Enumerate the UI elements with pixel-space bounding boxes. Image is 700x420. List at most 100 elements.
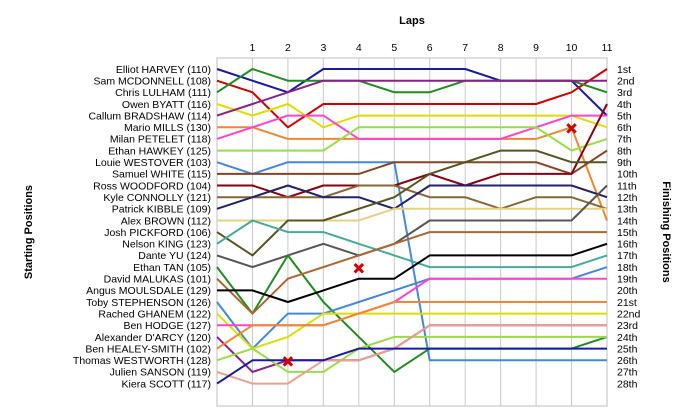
x-axis-title: Laps [399,15,425,27]
driver-line [217,242,608,303]
finishing-position-label: 16th [617,239,638,251]
finishing-position-label: 21st [617,297,637,309]
driver-line [216,103,608,129]
finishing-position-label: 19th [617,274,638,286]
finishing-position-label: 18th [617,262,638,274]
starting-driver-label: Angus MOULSDALE (129) [86,285,211,297]
starting-driver-label: Alex BROWN (112) [121,215,211,227]
starting-driver-label: Kiera SCOTT (117) [122,378,211,390]
starting-driver-label: Ethan TAN (105) [133,262,211,274]
lap-tick-label: 5 [391,42,397,54]
finishing-position-label: 24th [617,332,638,344]
driver-line [216,324,607,385]
marker-stroke [566,123,577,134]
retirement-marker [282,356,294,367]
starting-driver-label: Kyle CONNOLLY (121) [103,192,211,204]
starting-driver-label: Rached GHANEM (122) [98,308,211,320]
starting-driver-label: Louie WESTOVER (103) [95,157,211,169]
driver-line [217,184,608,210]
finishing-position-label: 11th [617,180,637,192]
driver-position-lines [216,68,608,385]
driver-line [216,184,608,269]
driver-line [216,114,607,140]
driver-line [216,301,607,350]
lap-tick-label: 2 [285,42,291,54]
starting-driver-label: Dante YU (124) [138,250,211,262]
lap-tick-label: 4 [356,42,362,54]
driver-line [216,68,608,129]
driver-line [216,231,607,315]
incident-markers [282,123,577,367]
driver-line [216,312,607,350]
finishing-position-label: 12th [617,192,638,204]
finishing-position-label: 14th [617,215,638,227]
driver-line [216,219,608,269]
finishing-position-label: 1st [617,64,631,76]
starting-driver-label: Toby STEPHENSON (126) [86,297,211,309]
lap-tick-label: 6 [427,42,433,54]
finishing-position-label: 3rd [617,87,632,99]
starting-driver-label: Ben HEALEY-SMITH (102) [85,343,211,355]
finishing-position-label: 6th [617,122,632,134]
driver-line [217,126,608,152]
driver-line [217,207,607,222]
finishing-position-label: 20th [617,285,638,297]
finishing-position-label: 9th [617,157,632,169]
starting-driver-label: Patrick KIBBLE (109) [112,204,211,216]
lap-tick-label: 3 [320,42,326,54]
starting-driver-label: Elliot HARVEY (110) [116,64,211,76]
finishing-position-label: 2nd [617,75,635,87]
finishing-position-labels: 1st2nd3rd4th5th6th7th8th9th10th11th12th1… [617,64,641,391]
starting-driver-label: Callum BRADSHAW (114) [88,110,211,122]
driver-line [216,184,608,210]
finishing-position-label: 28th [617,378,638,390]
starting-driver-label: Chris LULHAM (111) [115,87,211,99]
starting-driver-label: Owen BYATT (116) [122,99,211,111]
starting-driver-label: Alexander D'ARCY (120) [95,332,211,344]
finishing-position-label: 10th [617,169,638,181]
finishing-position-label: 17th [617,250,638,262]
lap-tick-label: 9 [533,42,539,54]
driver-line [216,79,607,117]
finishing-position-label: 26th [617,355,638,367]
starting-driver-label: Julien SANSON (119) [110,367,211,379]
starting-driver-label: Ben HODGE (127) [123,320,211,332]
finishing-position-label: 7th [617,134,632,146]
finishing-position-label: 25th [617,343,638,355]
driver-line [216,149,607,257]
lap-tick-label: 10 [566,42,578,54]
starting-driver-label: Sam MCDONNELL (108) [94,75,211,87]
finishing-position-label: 23rd [617,320,638,332]
finishing-position-label: 5th [617,110,632,122]
driver-line [216,347,607,385]
finishing-position-label: 15th [617,227,638,239]
starting-driver-label: Ross WOODFORD (104) [93,180,211,192]
driver-line [217,149,608,175]
starting-position-labels: Elliot HARVEY (110)Sam MCDONNELL (108)Ch… [73,64,211,391]
finishing-position-label: 8th [617,145,632,157]
retirement-marker [566,123,577,134]
marker-stroke [353,262,365,274]
right-axis-title: Finishing Positions [660,181,672,282]
starting-driver-label: Nelson KING (123) [122,239,211,251]
starting-driver-label: Ethan HAWKEY (125) [108,145,211,157]
finishing-position-label: 4th [617,99,632,111]
lap-tick-label: 7 [462,42,468,54]
lap-tick-labels: 1 2 3 4 5 6 7 8 9 10 11 [250,42,613,54]
driver-line [217,103,608,199]
starting-driver-label: Mario MILLS (130) [124,122,211,134]
lap-tick-label: 8 [498,42,504,54]
starting-driver-label: Milan PETELET (118) [110,134,211,146]
starting-driver-label: Samuel WHITE (115) [112,169,211,181]
finishing-position-label: 22nd [617,308,641,320]
left-axis-title: Starting Positions [23,185,35,279]
finishing-position-label: 27th [617,367,638,379]
starting-driver-label: Thomas WESTWORTH (128) [73,355,211,367]
finishing-position-label: 13th [617,204,638,216]
starting-driver-label: Josh PICKFORD (106) [104,227,211,239]
lap-tick-label: 1 [250,42,256,54]
retirement-marker [353,262,365,274]
lap-tick-label: 11 [602,42,613,54]
starting-driver-label: David MALUKAS (101) [104,274,211,286]
